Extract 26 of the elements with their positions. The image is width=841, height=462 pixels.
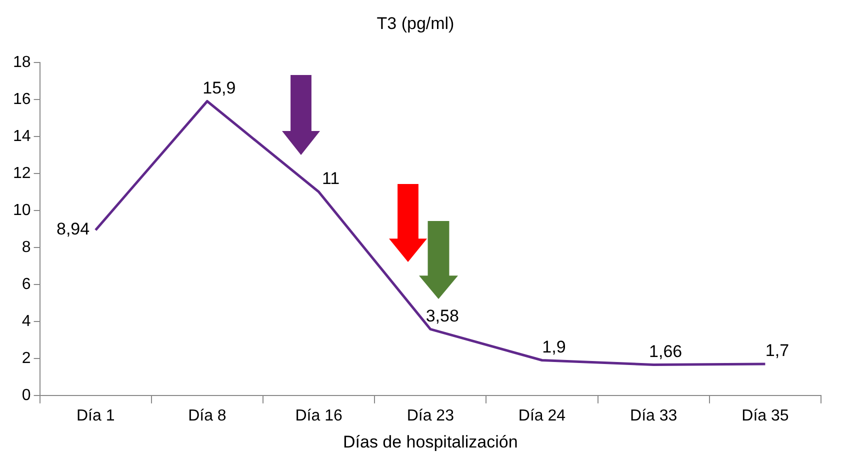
x-tick-label: Día 16 [295, 407, 342, 424]
y-tick-label: 18 [13, 54, 31, 71]
data-label: 3,58 [426, 306, 459, 326]
data-label: 1,9 [542, 337, 566, 356]
x-tick-label: Día 8 [188, 407, 226, 424]
data-label: 1,66 [649, 342, 682, 361]
x-tick-label: Día 1 [76, 407, 115, 424]
y-tick-label: 10 [13, 202, 31, 219]
chart-title: T3 (pg/ml) [376, 14, 454, 33]
x-tick-label: Día 23 [406, 407, 454, 424]
x-tick-label: Día 33 [630, 407, 678, 424]
y-tick-label: 0 [22, 386, 31, 404]
y-tick-label: 2 [22, 350, 31, 367]
y-tick-label: 16 [13, 90, 31, 108]
x-tick-label: Día 24 [518, 407, 566, 424]
data-label: 15,9 [202, 78, 236, 98]
x-axis-title: Días de hospitalización [342, 432, 518, 452]
y-tick-label: 6 [22, 276, 31, 293]
data-label: 1,7 [765, 341, 790, 360]
y-tick-label: 4 [22, 312, 31, 330]
y-tick-label: 14 [13, 128, 31, 145]
data-label: 11 [322, 169, 340, 188]
y-tick-label: 8 [22, 238, 31, 256]
x-tick-label: Día 35 [742, 407, 789, 424]
y-tick-label: 12 [13, 164, 31, 182]
data-label: 8,94 [56, 220, 90, 239]
